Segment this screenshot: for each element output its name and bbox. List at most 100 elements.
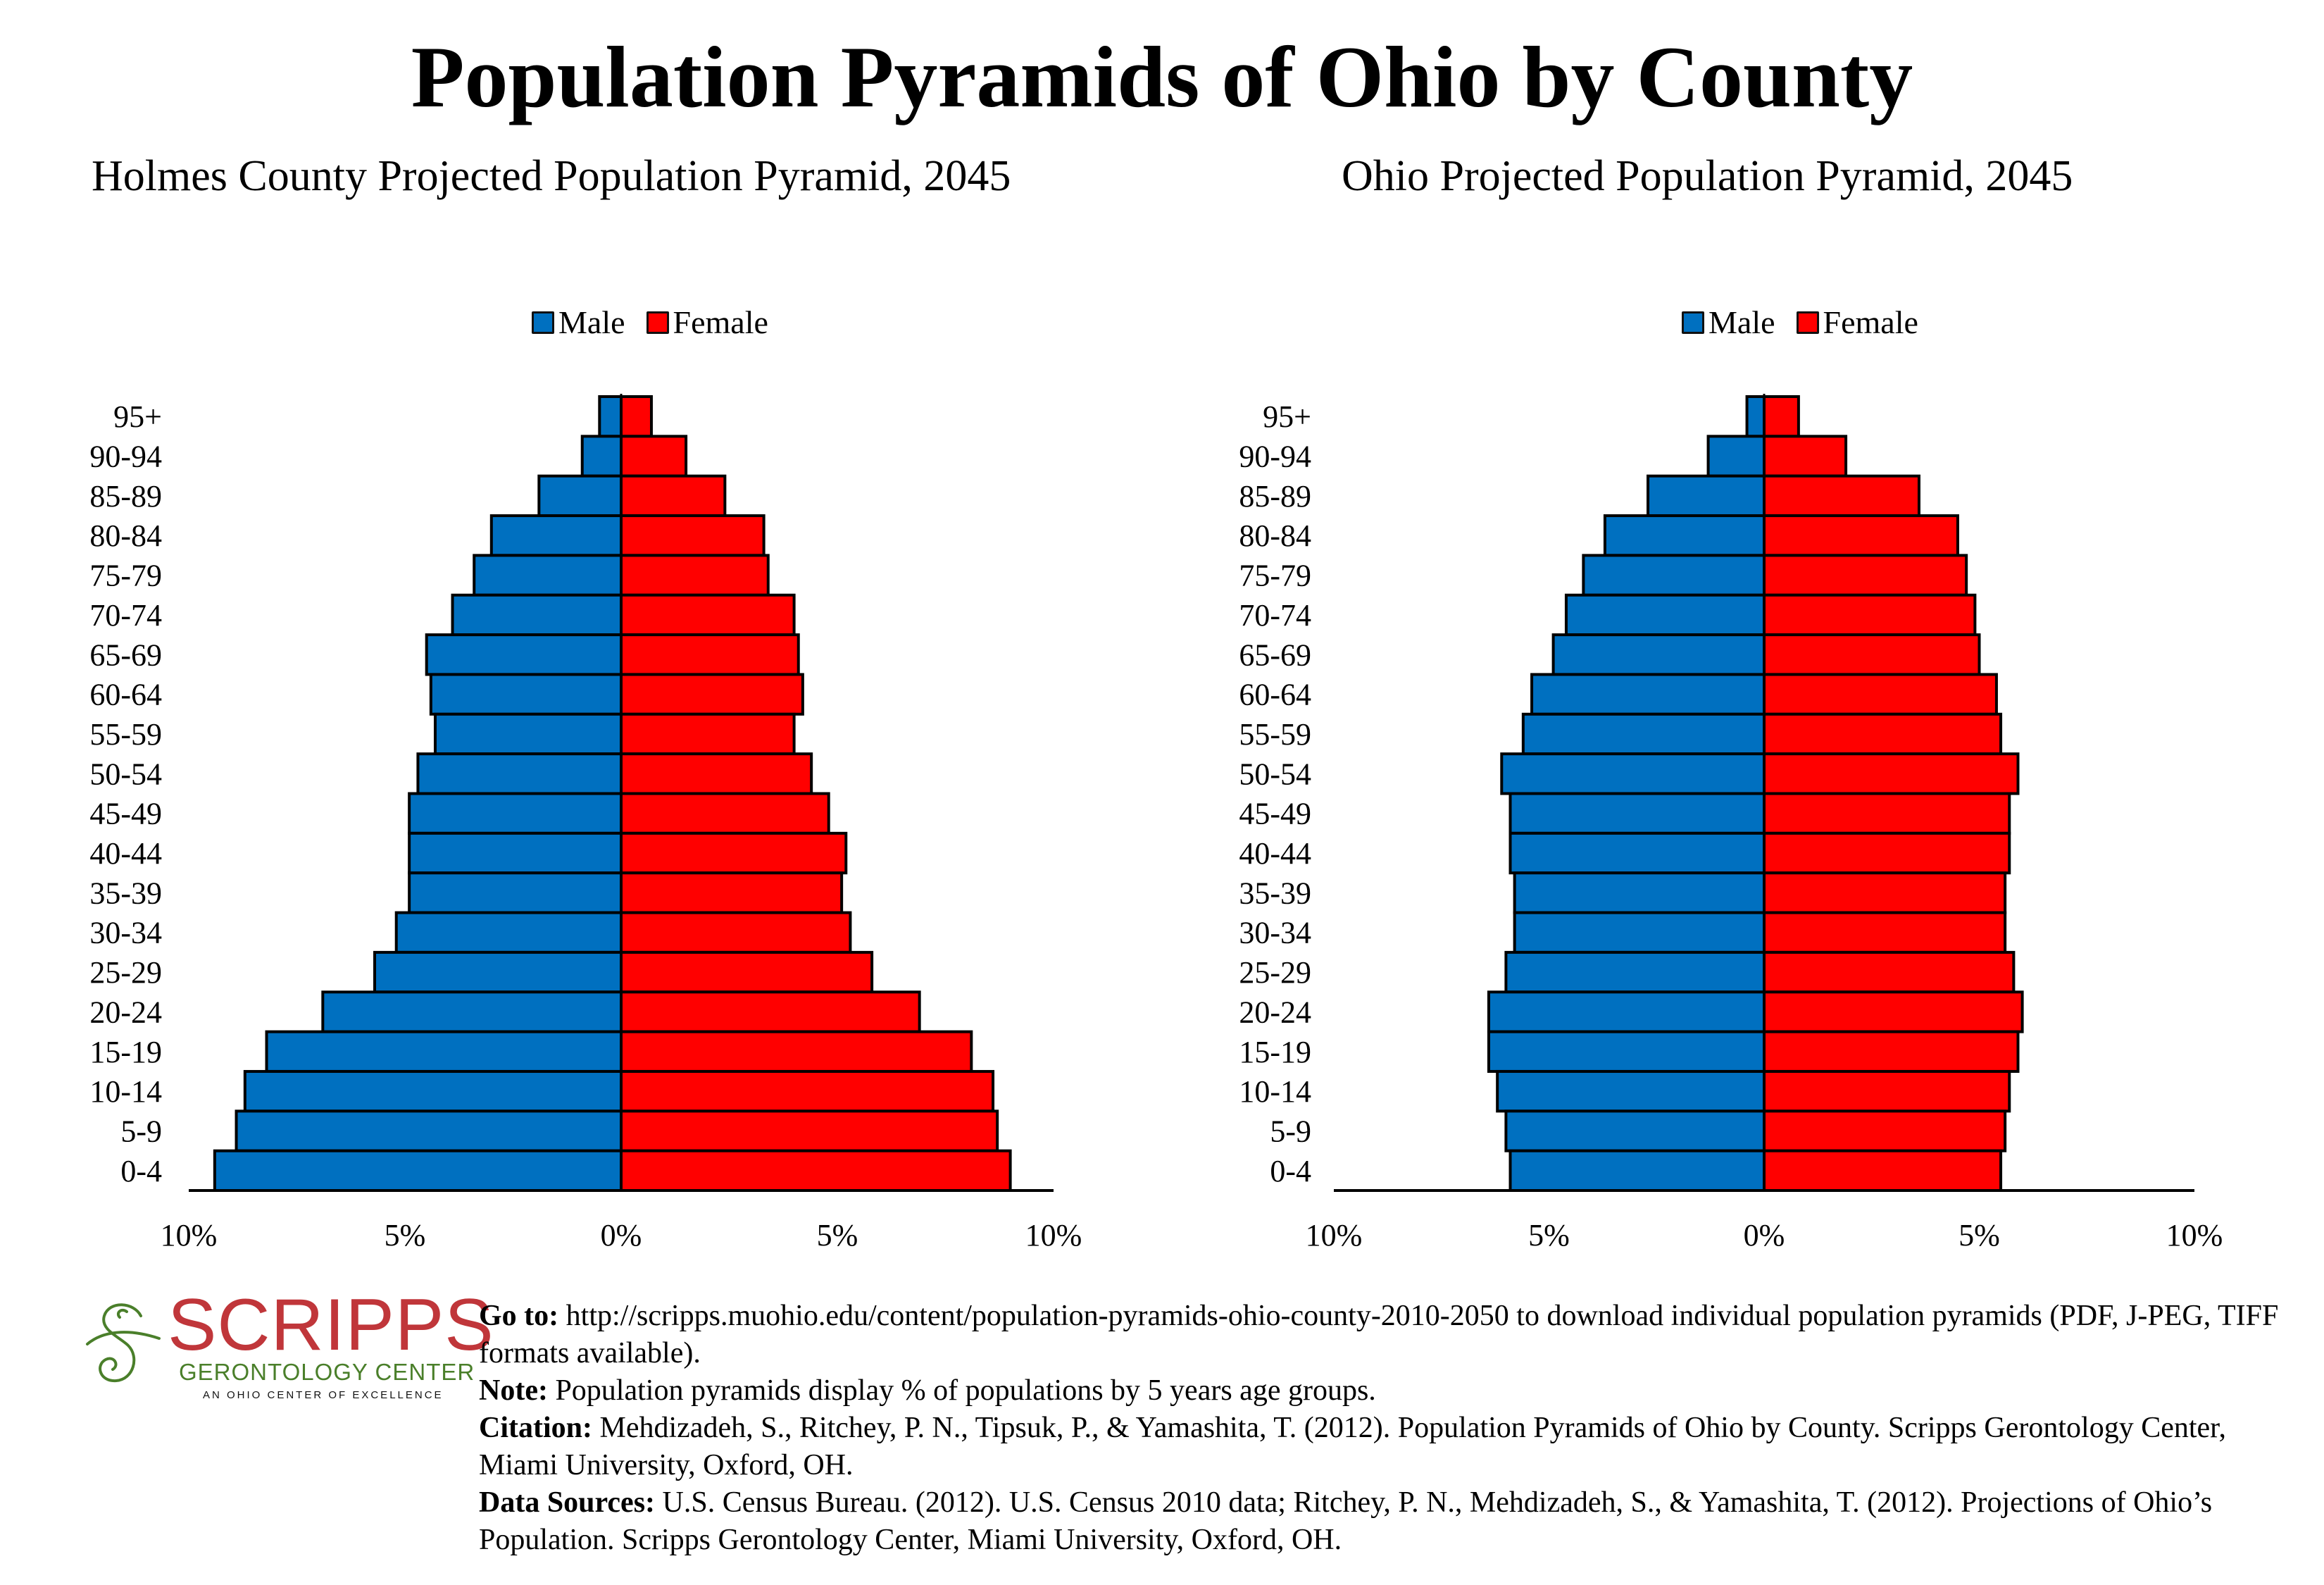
bar-male-holmes — [580, 435, 623, 478]
legend-swatch-male — [1682, 311, 1704, 334]
age-label-ohio: 5-9 — [1270, 1114, 1311, 1148]
bar-female-holmes — [620, 673, 804, 716]
bar-female-ohio — [1763, 1110, 2007, 1152]
legend-item-male: Male — [532, 303, 625, 342]
bar-female-ohio — [1763, 474, 1920, 518]
bar-female-holmes — [620, 792, 830, 835]
age-label-ohio: 45-49 — [1239, 797, 1311, 831]
bar-female-holmes — [620, 831, 848, 875]
age-label-ohio: 25-29 — [1239, 955, 1311, 990]
bar-male-ohio — [1513, 871, 1766, 914]
bar-male-holmes — [429, 673, 623, 716]
bar-male-holmes — [235, 1110, 623, 1152]
bar-female-holmes — [620, 633, 800, 676]
bar-female-ohio — [1763, 871, 2007, 914]
bar-female-holmes — [620, 1069, 995, 1113]
age-label-holmes: 85-89 — [89, 479, 162, 514]
swirl-s-icon — [86, 1303, 161, 1383]
footer-notes: Go to: http://scripps.muohio.edu/content… — [479, 1298, 2310, 1559]
footer-goto: Go to: http://scripps.muohio.edu/content… — [479, 1298, 2310, 1372]
age-label-holmes: 25-29 — [89, 955, 162, 990]
legend-swatch-female — [1796, 311, 1819, 334]
bar-female-holmes — [620, 752, 813, 795]
bar-male-ohio — [1508, 1149, 1766, 1193]
bar-female-holmes — [620, 911, 852, 954]
age-label-holmes: 70-74 — [89, 598, 162, 633]
legend-item-female: Female — [1796, 303, 1918, 342]
bar-female-ohio — [1763, 792, 2011, 835]
bar-male-ohio — [1603, 514, 1766, 557]
bar-female-ohio — [1763, 554, 1968, 597]
legend-item-female: Female — [646, 303, 768, 342]
footer-note: Note: Population pyramids display % of p… — [479, 1372, 2310, 1410]
bar-male-holmes — [408, 792, 623, 835]
tick-label-ohio: 0% — [1744, 1218, 1785, 1253]
age-label-holmes: 40-44 — [89, 836, 162, 871]
bar-female-ohio — [1763, 831, 2011, 875]
bar-female-holmes — [620, 474, 727, 518]
age-label-ohio: 40-44 — [1239, 836, 1311, 871]
bar-male-holmes — [433, 712, 623, 756]
age-label-ohio: 65-69 — [1239, 638, 1311, 672]
age-label-ohio: 80-84 — [1239, 518, 1311, 553]
legend-swatch-male — [532, 311, 554, 334]
age-label-holmes: 95+ — [113, 399, 162, 434]
footer-goto-label: Go to: — [479, 1300, 559, 1332]
age-label-holmes: 0-4 — [120, 1154, 162, 1188]
footer-note-text: Population pyramids display % of populat… — [547, 1374, 1376, 1407]
footer-sources: Data Sources: U.S. Census Bureau. (2012)… — [479, 1484, 2310, 1559]
bar-female-ohio — [1763, 990, 2024, 1033]
tick-label-ohio: 5% — [1958, 1218, 2000, 1253]
age-label-ohio: 85-89 — [1239, 479, 1311, 514]
age-label-ohio: 75-79 — [1239, 559, 1311, 593]
legend-label-female: Female — [1823, 304, 1918, 340]
age-label-holmes: 35-39 — [89, 876, 162, 910]
chart-title-holmes: Holmes County Projected Population Pyram… — [92, 152, 1011, 200]
age-label-holmes: 65-69 — [89, 638, 162, 672]
bar-male-holmes — [416, 752, 623, 795]
bar-male-ohio — [1706, 435, 1766, 478]
bar-female-ohio — [1763, 712, 2003, 756]
bar-female-holmes — [620, 950, 874, 994]
scripps-logo: SCRIPPS GERONTOLOGY CENTER AN OHIO CENTE… — [85, 1286, 494, 1409]
age-label-holmes: 10-14 — [89, 1074, 162, 1109]
tick-label-holmes: 5% — [385, 1218, 426, 1253]
footer-sources-text: U.S. Census Bureau. (2012). U.S. Census … — [479, 1486, 2213, 1556]
bar-female-holmes — [620, 712, 796, 756]
bar-male-ohio — [1508, 831, 1766, 875]
bar-male-holmes — [473, 554, 623, 597]
bar-male-ohio — [1504, 1110, 1766, 1152]
bar-male-holmes — [598, 395, 623, 438]
bar-male-holmes — [425, 633, 623, 676]
age-label-ohio: 20-24 — [1239, 995, 1311, 1029]
age-label-holmes: 45-49 — [89, 797, 162, 831]
bar-male-ohio — [1500, 752, 1766, 795]
legend-label-female: Female — [673, 304, 768, 340]
bar-female-holmes — [620, 554, 770, 597]
bar-male-ohio — [1513, 911, 1766, 954]
tick-label-ohio: 10% — [1306, 1218, 1363, 1253]
tick-label-holmes: 5% — [817, 1218, 858, 1253]
bar-male-holmes — [321, 990, 623, 1033]
bar-male-ohio — [1487, 1030, 1766, 1073]
bar-male-holmes — [451, 593, 623, 637]
tick-label-holmes: 10% — [161, 1218, 218, 1253]
bar-male-holmes — [537, 474, 623, 518]
tick-label-ohio: 10% — [2166, 1218, 2223, 1253]
bar-male-ohio — [1521, 712, 1766, 756]
footer-goto-text[interactable]: http://scripps.muohio.edu/content/popula… — [479, 1300, 2279, 1369]
bar-female-ohio — [1763, 911, 2007, 954]
bar-female-holmes — [620, 1110, 999, 1152]
bar-male-holmes — [408, 871, 623, 914]
footer-note-label: Note: — [479, 1374, 548, 1407]
age-label-holmes: 80-84 — [89, 518, 162, 553]
legend-item-male: Male — [1682, 303, 1775, 342]
bar-male-ohio — [1487, 990, 1766, 1033]
bar-male-holmes — [408, 831, 623, 875]
age-label-ohio: 50-54 — [1239, 757, 1311, 791]
bar-female-holmes — [620, 395, 653, 438]
footer-citation-label: Citation: — [479, 1412, 592, 1444]
bar-male-ohio — [1745, 395, 1766, 438]
bar-female-holmes — [620, 593, 796, 637]
bar-male-ohio — [1647, 474, 1766, 518]
